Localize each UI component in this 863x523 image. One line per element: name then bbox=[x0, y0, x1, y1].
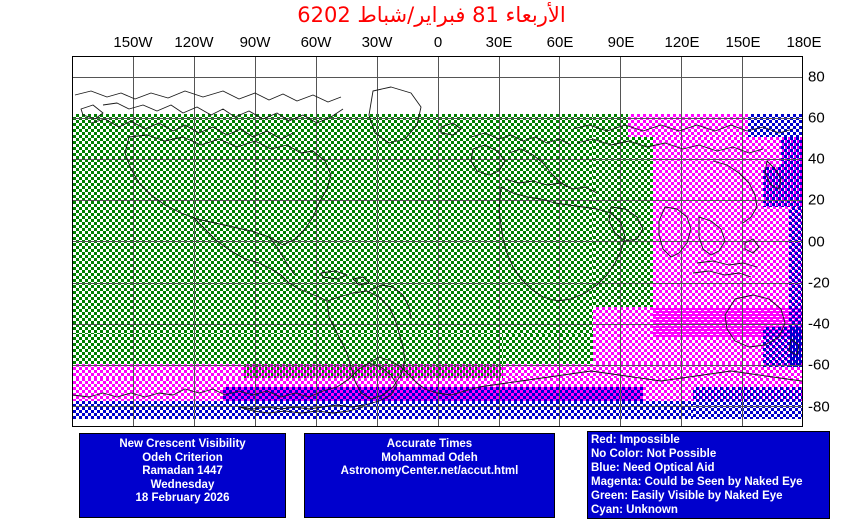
lat-label-00: 00 bbox=[808, 233, 825, 250]
lon-label-60w: 60W bbox=[300, 34, 332, 51]
page-title: الأربعاء 18 فبراير/شباط 2026 bbox=[297, 3, 566, 27]
lon-label-60e: 60E bbox=[546, 34, 574, 51]
info-left-line4: Wednesday bbox=[150, 478, 215, 491]
patch-green-bulge bbox=[503, 334, 593, 364]
info-left-line1: New Crescent Visibility bbox=[119, 438, 246, 450]
lon-label-180e: 180E bbox=[786, 34, 822, 51]
legend-nocolor: No Color: Not Possible bbox=[591, 447, 717, 460]
info-left-line2: Odeh Criterion bbox=[142, 451, 223, 464]
patch-green-east bbox=[593, 137, 653, 307]
legend-green: Green: Easily Visible by Naked Eye bbox=[591, 489, 783, 502]
lat-label-20: 20 bbox=[808, 191, 825, 209]
info-mid-website[interactable]: AstronomyCenter.net/accut.html bbox=[340, 465, 519, 478]
lon-label-120w: 120W bbox=[174, 34, 214, 51]
lat-label-neg80: -80 bbox=[808, 398, 830, 415]
visibility-map bbox=[72, 56, 803, 427]
legend-blue: Blue: Need Optical Aid bbox=[591, 461, 715, 474]
info-box-credits: Accurate Times Mohammad Odeh AstronomyCe… bbox=[304, 433, 555, 518]
info-mid-line2: Mohammad Odeh bbox=[381, 451, 478, 464]
patch-blue-farE2 bbox=[763, 167, 802, 207]
lon-label-90w: 90W bbox=[239, 34, 271, 51]
patch-blue-farE1 bbox=[781, 137, 802, 167]
info-box-crescent: New Crescent Visibility Odeh Criterion R… bbox=[79, 433, 286, 518]
lat-label-40: 40 bbox=[808, 150, 825, 168]
legend-red: Red: Impossible bbox=[591, 434, 680, 446]
patch-blue-south2 bbox=[223, 387, 643, 401]
legend-box: Red: Impossible No Color: Not Possible B… bbox=[587, 431, 830, 519]
lon-label-90e: 90E bbox=[607, 34, 635, 51]
patch-green-main bbox=[73, 114, 593, 334]
patch-blue-south3 bbox=[693, 387, 802, 419]
lon-label-150e: 150E bbox=[725, 34, 761, 51]
lon-label-150w: 150W bbox=[113, 34, 153, 51]
lat-label-80: 80 bbox=[808, 68, 825, 86]
patch-blue-se bbox=[763, 327, 802, 367]
lon-label-30w: 30W bbox=[361, 34, 393, 51]
info-left-line5: 18 February 2026 bbox=[135, 492, 230, 505]
patch-magenta-south2 bbox=[243, 364, 503, 378]
map-canvas bbox=[73, 57, 802, 426]
lon-label-30e: 30E bbox=[485, 34, 513, 51]
lat-label-60: 60 bbox=[808, 109, 825, 127]
patch-blue-south1 bbox=[73, 401, 693, 419]
patch-magenta-sw bbox=[73, 364, 243, 378]
info-mid-line1: Accurate Times bbox=[386, 438, 473, 450]
lat-label-neg60: -60 bbox=[808, 356, 830, 374]
lon-label-120e: 120E bbox=[664, 34, 700, 51]
legend-magenta: Magenta: Could be Seen by Naked Eye bbox=[591, 475, 803, 488]
lat-label-neg20: -20 bbox=[808, 274, 830, 292]
patch-magenta-south1 bbox=[503, 364, 802, 378]
lon-label-0: 0 bbox=[433, 34, 443, 51]
legend-cyan: Cyan: Unknown bbox=[591, 503, 678, 516]
lat-label-neg40: -40 bbox=[808, 315, 830, 333]
info-left-line3: Ramadan 1447 bbox=[142, 465, 223, 478]
